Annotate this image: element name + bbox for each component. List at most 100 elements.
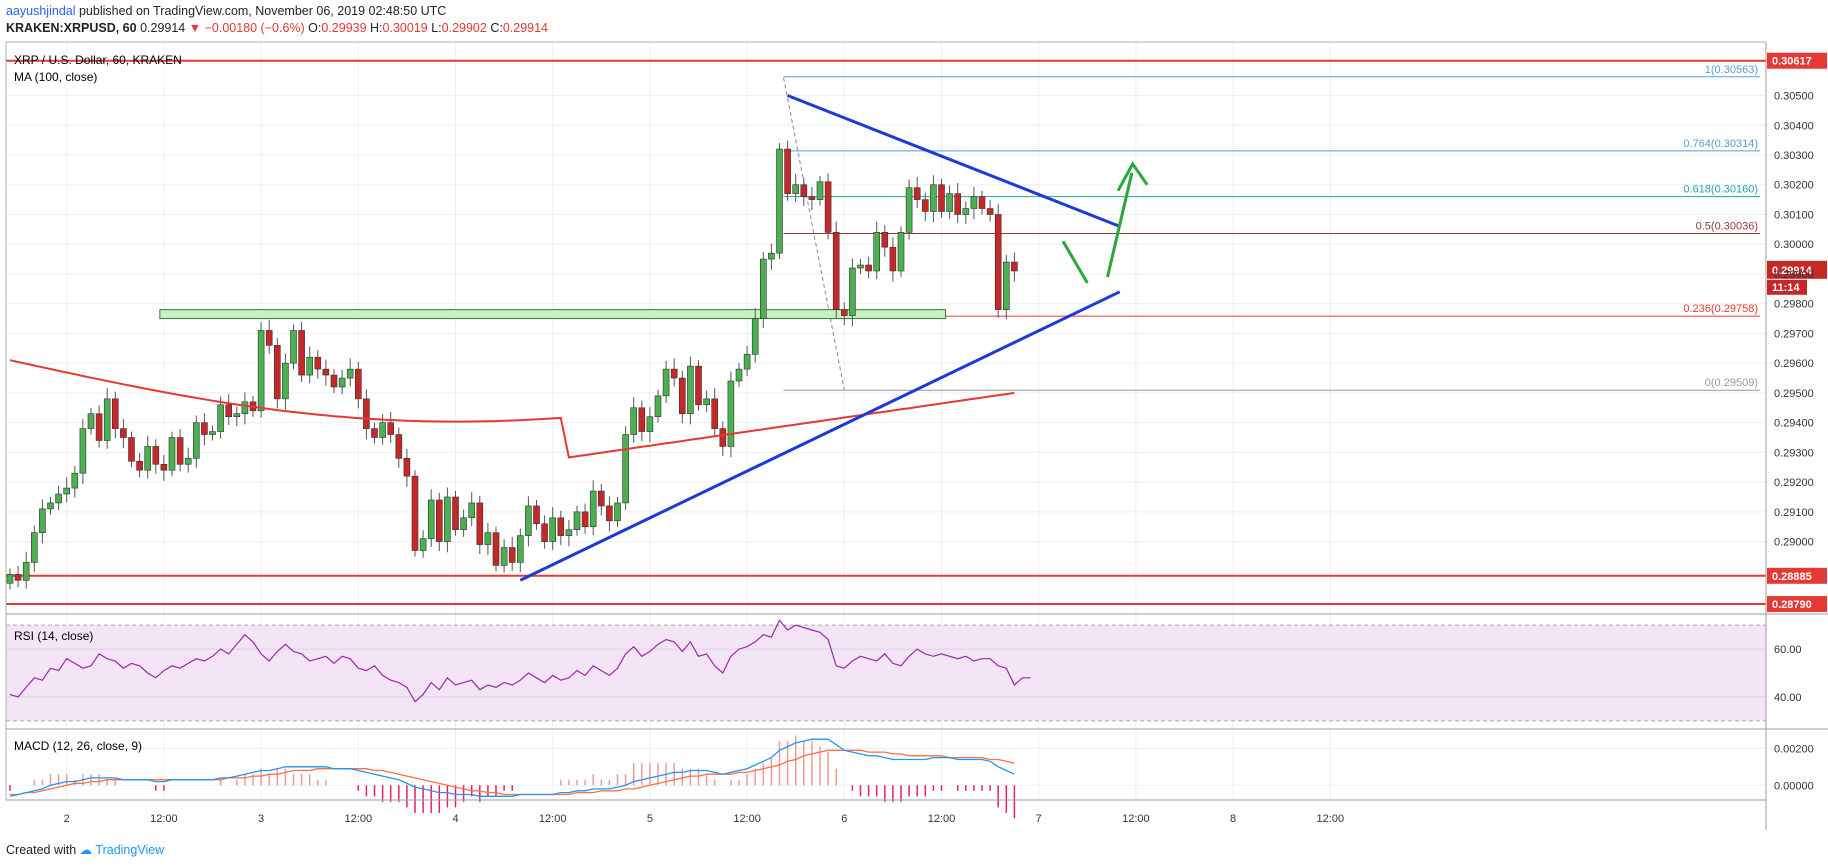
candle-down	[986, 208, 994, 215]
candle-down	[606, 505, 613, 522]
candle-up	[622, 434, 629, 504]
candle-up	[776, 148, 783, 254]
time-tick-label: 4	[452, 813, 458, 825]
time-tick-label: 8	[1230, 813, 1236, 825]
candle-down	[298, 330, 305, 376]
time-tick-label: 12:00	[1122, 813, 1150, 825]
candle-up	[30, 532, 38, 563]
candle-up	[962, 208, 970, 215]
candle-up	[241, 401, 249, 415]
candle-down	[840, 309, 848, 316]
candle-up	[1002, 261, 1010, 310]
candle-up	[849, 267, 856, 316]
price-axis-tag-label: 0.28790	[1772, 599, 1812, 611]
candle-down	[363, 398, 370, 429]
time-tick-label: 12:00	[345, 813, 373, 825]
candle-up	[873, 232, 881, 272]
fib-level-label: 0.236(0.29758)	[1683, 303, 1758, 315]
time-tick-label: 12:00	[928, 813, 956, 825]
time-tick-label: 12:00	[733, 813, 761, 825]
candle-down	[889, 246, 897, 272]
countdown-tag-label: 11:14	[1772, 282, 1800, 294]
last-price: 0.29914	[140, 21, 186, 35]
candle-down	[120, 428, 127, 438]
last-price-tag	[1767, 260, 1827, 279]
time-tick-label: 5	[647, 813, 653, 825]
tradingview-brand[interactable]: TradingView	[95, 843, 165, 857]
candle-up	[217, 404, 224, 432]
candle-down	[225, 404, 232, 418]
candle-up	[525, 505, 532, 536]
ohlc-h-label: H:	[370, 21, 383, 35]
forecast-arrows	[1061, 161, 1149, 284]
candle-down	[832, 232, 840, 310]
candle-up	[63, 487, 71, 495]
candle-down	[711, 398, 719, 429]
ohlc-low: 0.29902	[441, 21, 487, 35]
candle-up	[257, 330, 265, 412]
candle-up	[743, 353, 751, 370]
candle-down	[695, 365, 702, 406]
candle-down	[678, 377, 686, 415]
candle-up	[6, 574, 14, 584]
candle-up	[306, 356, 314, 376]
candle-up	[468, 502, 476, 519]
candle-down	[954, 193, 962, 215]
rsi-tick-label: 60.00	[1774, 644, 1802, 656]
ohlc-o-label: O:	[308, 21, 322, 35]
candle-down	[160, 463, 168, 471]
candle-up	[484, 532, 492, 545]
price-tick-label: 0.30000	[1774, 239, 1814, 251]
candle-down	[994, 214, 1002, 310]
candle-down	[112, 398, 119, 429]
time-tick-label: 12:00	[539, 813, 567, 825]
candle-up	[444, 496, 451, 542]
candle-down	[865, 264, 872, 272]
ma-100-line	[9, 359, 1015, 459]
candle-down	[938, 184, 945, 212]
price-tick-label: 0.29700	[1774, 328, 1814, 340]
price-change: ▼ −0.00180 (−0.6%)	[188, 21, 305, 35]
author-name[interactable]: aayushjindal	[6, 4, 76, 18]
candle-down	[403, 458, 411, 477]
candle-up	[614, 502, 621, 522]
down-arrow-shaft	[1061, 240, 1089, 284]
candle-down	[152, 446, 160, 465]
candle-up	[549, 517, 557, 542]
candle-up	[930, 184, 937, 212]
price-pane-bg	[6, 40, 1766, 41]
fib-level-label: 0.5(0.30036)	[1696, 221, 1758, 233]
ohlc-close: 0.29914	[502, 21, 548, 35]
candle-up	[759, 258, 767, 319]
price-tick-label: 0.30200	[1774, 180, 1814, 192]
price-tick-label: 0.29800	[1774, 299, 1814, 311]
candle-up	[193, 422, 200, 459]
price-tick-label: 0.30100	[1774, 209, 1814, 221]
candle-down	[176, 437, 184, 465]
rsi-line	[9, 619, 1031, 703]
candle-down	[14, 574, 22, 581]
candle-up	[47, 502, 54, 510]
rsi-tick-label: 40.00	[1774, 692, 1802, 704]
price-tick-label: 0.30500	[1774, 91, 1814, 103]
candle-up	[573, 511, 581, 531]
candle-down	[808, 196, 816, 200]
candle-up	[87, 413, 95, 429]
created-with: Created with	[6, 843, 77, 857]
candle-up	[905, 187, 913, 233]
candle-up	[346, 368, 354, 379]
time-tick-label: 2	[64, 813, 70, 825]
footer: Created with ☁ TradingView	[6, 842, 164, 858]
candle-up	[589, 490, 597, 528]
candle-up	[79, 428, 87, 474]
publish-info: aayushjindal published on TradingView.co…	[6, 4, 446, 19]
candle-up	[379, 422, 386, 438]
macd-legend: MACD (12, 26, close, 9)	[14, 739, 142, 753]
rsi-band-fill	[6, 625, 1766, 721]
grid	[6, 42, 1766, 800]
candle-down	[201, 422, 208, 435]
countdown-tag	[1767, 279, 1807, 295]
symbol-info: KRAKEN:XRPUSD, 60 0.29914 ▼ −0.00180 (−0…	[6, 21, 548, 36]
candle-up	[970, 196, 978, 209]
